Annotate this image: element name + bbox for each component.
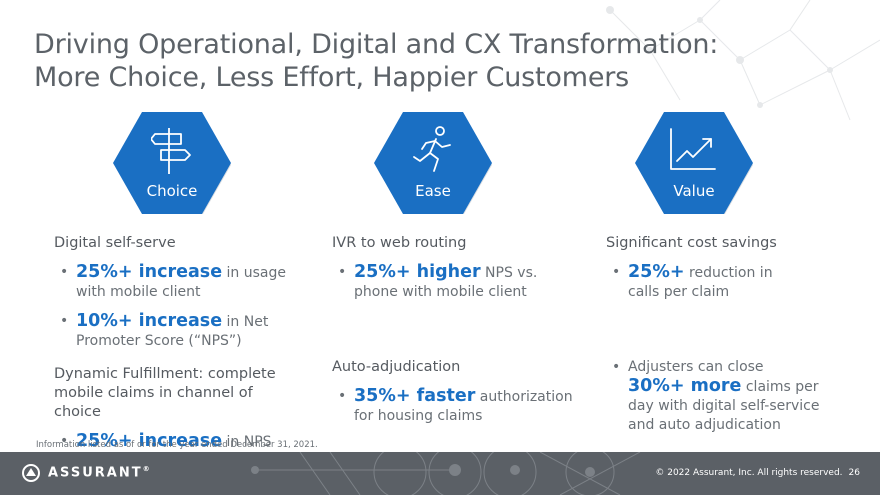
page-title: Driving Operational, Digital and CX Tran… — [34, 28, 718, 94]
metric-text: calls per claim — [628, 284, 730, 300]
metric-highlight: 25%+ increase — [76, 431, 223, 451]
copyright-label: © 2022 Assurant, Inc. All rights reserve… — [655, 468, 843, 478]
title-line-1: Driving Operational, Digital and CX Tran… — [34, 29, 719, 60]
assurant-logo-icon — [22, 464, 40, 482]
metric-text: Adjusters can close — [628, 359, 764, 375]
column-ease-section-2: Auto-adjudication 35%+ faster authorizat… — [332, 358, 582, 426]
footnote: Information listed as of or for the year… — [36, 440, 318, 450]
list-item: Adjusters can close 30%+ more claims per… — [606, 358, 856, 435]
metric-highlight: 30%+ more — [628, 376, 742, 396]
logo-text: ASSURANT® — [48, 465, 152, 481]
section-heading: Auto-adjudication — [332, 359, 461, 375]
copyright-text: © 2022 Assurant, Inc. All rights reserve… — [655, 468, 860, 478]
section-heading-line: Dynamic Fulfillment: complete — [54, 366, 276, 382]
metric-text: for housing claims — [354, 408, 483, 424]
metric-text: with mobile client — [76, 284, 201, 300]
column-value-section-2: Adjusters can close 30%+ more claims per… — [606, 348, 856, 435]
list-item: 35%+ faster authorization for housing cl… — [332, 387, 582, 426]
running-person-icon — [413, 126, 451, 172]
column-ease: IVR to web routing 25%+ higher NPS vs. p… — [332, 234, 582, 302]
column-choice: Digital self-serve 25%+ increase in usag… — [54, 234, 304, 452]
section-heading: Significant cost savings — [606, 235, 777, 251]
metric-text: claims per — [741, 379, 819, 395]
metric-highlight: 10%+ increase — [76, 311, 223, 331]
metric-highlight: 25%+ — [628, 262, 685, 282]
list-item: 25%+ increase in NPS — [54, 432, 304, 452]
column-value: Significant cost savings 25%+ reduction … — [606, 234, 856, 302]
metric-highlight: 25%+ higher — [354, 262, 481, 282]
metric-highlight: 35%+ faster — [354, 386, 476, 406]
section-heading: Digital self-serve — [54, 235, 176, 251]
metric-text: phone with mobile client — [354, 284, 527, 300]
section-heading: Dynamic Fulfillment: complete mobile cla… — [54, 365, 304, 422]
metric-text: authorization — [475, 389, 573, 405]
metric-text: in usage — [222, 265, 286, 281]
footer-bar: ASSURANT® © 2022 Assurant, Inc. All righ… — [0, 452, 880, 495]
metric-text: reduction in — [684, 265, 773, 281]
hex-label-ease: Ease — [415, 182, 451, 200]
assurant-logo: ASSURANT® — [22, 464, 152, 482]
metric-text: and auto adjudication — [628, 417, 781, 433]
list-item: 25%+ reduction in calls per claim — [606, 263, 856, 302]
metric-text: in NPS — [222, 434, 272, 450]
section-heading: IVR to web routing — [332, 235, 467, 251]
section-heading-line: mobile claims in channel of choice — [54, 385, 253, 420]
metric-text: NPS vs. — [480, 265, 538, 281]
trending-chart-icon — [670, 128, 716, 170]
hex-value: Value — [635, 112, 753, 214]
list-item: 10%+ increase in Net Promoter Score (“NP… — [54, 312, 304, 351]
hex-label-choice: Choice — [146, 182, 198, 200]
metric-text: in Net — [222, 314, 269, 330]
signpost-icon — [151, 128, 191, 174]
hex-choice: Choice — [113, 112, 231, 214]
footer-decoration — [251, 452, 641, 495]
metric-text: day with digital self-service — [628, 398, 820, 414]
hex-label-value: Value — [673, 182, 715, 200]
list-item: 25%+ higher NPS vs. phone with mobile cl… — [332, 263, 582, 302]
list-item: 25%+ increase in usage with mobile clien… — [54, 263, 304, 302]
title-line-2: More Choice, Less Effort, Happier Custom… — [34, 62, 629, 93]
metric-highlight: 25%+ increase — [76, 262, 223, 282]
page-number: 26 — [848, 468, 860, 478]
hex-ease: Ease — [374, 112, 492, 214]
metric-text: Promoter Score (“NPS”) — [76, 333, 242, 349]
